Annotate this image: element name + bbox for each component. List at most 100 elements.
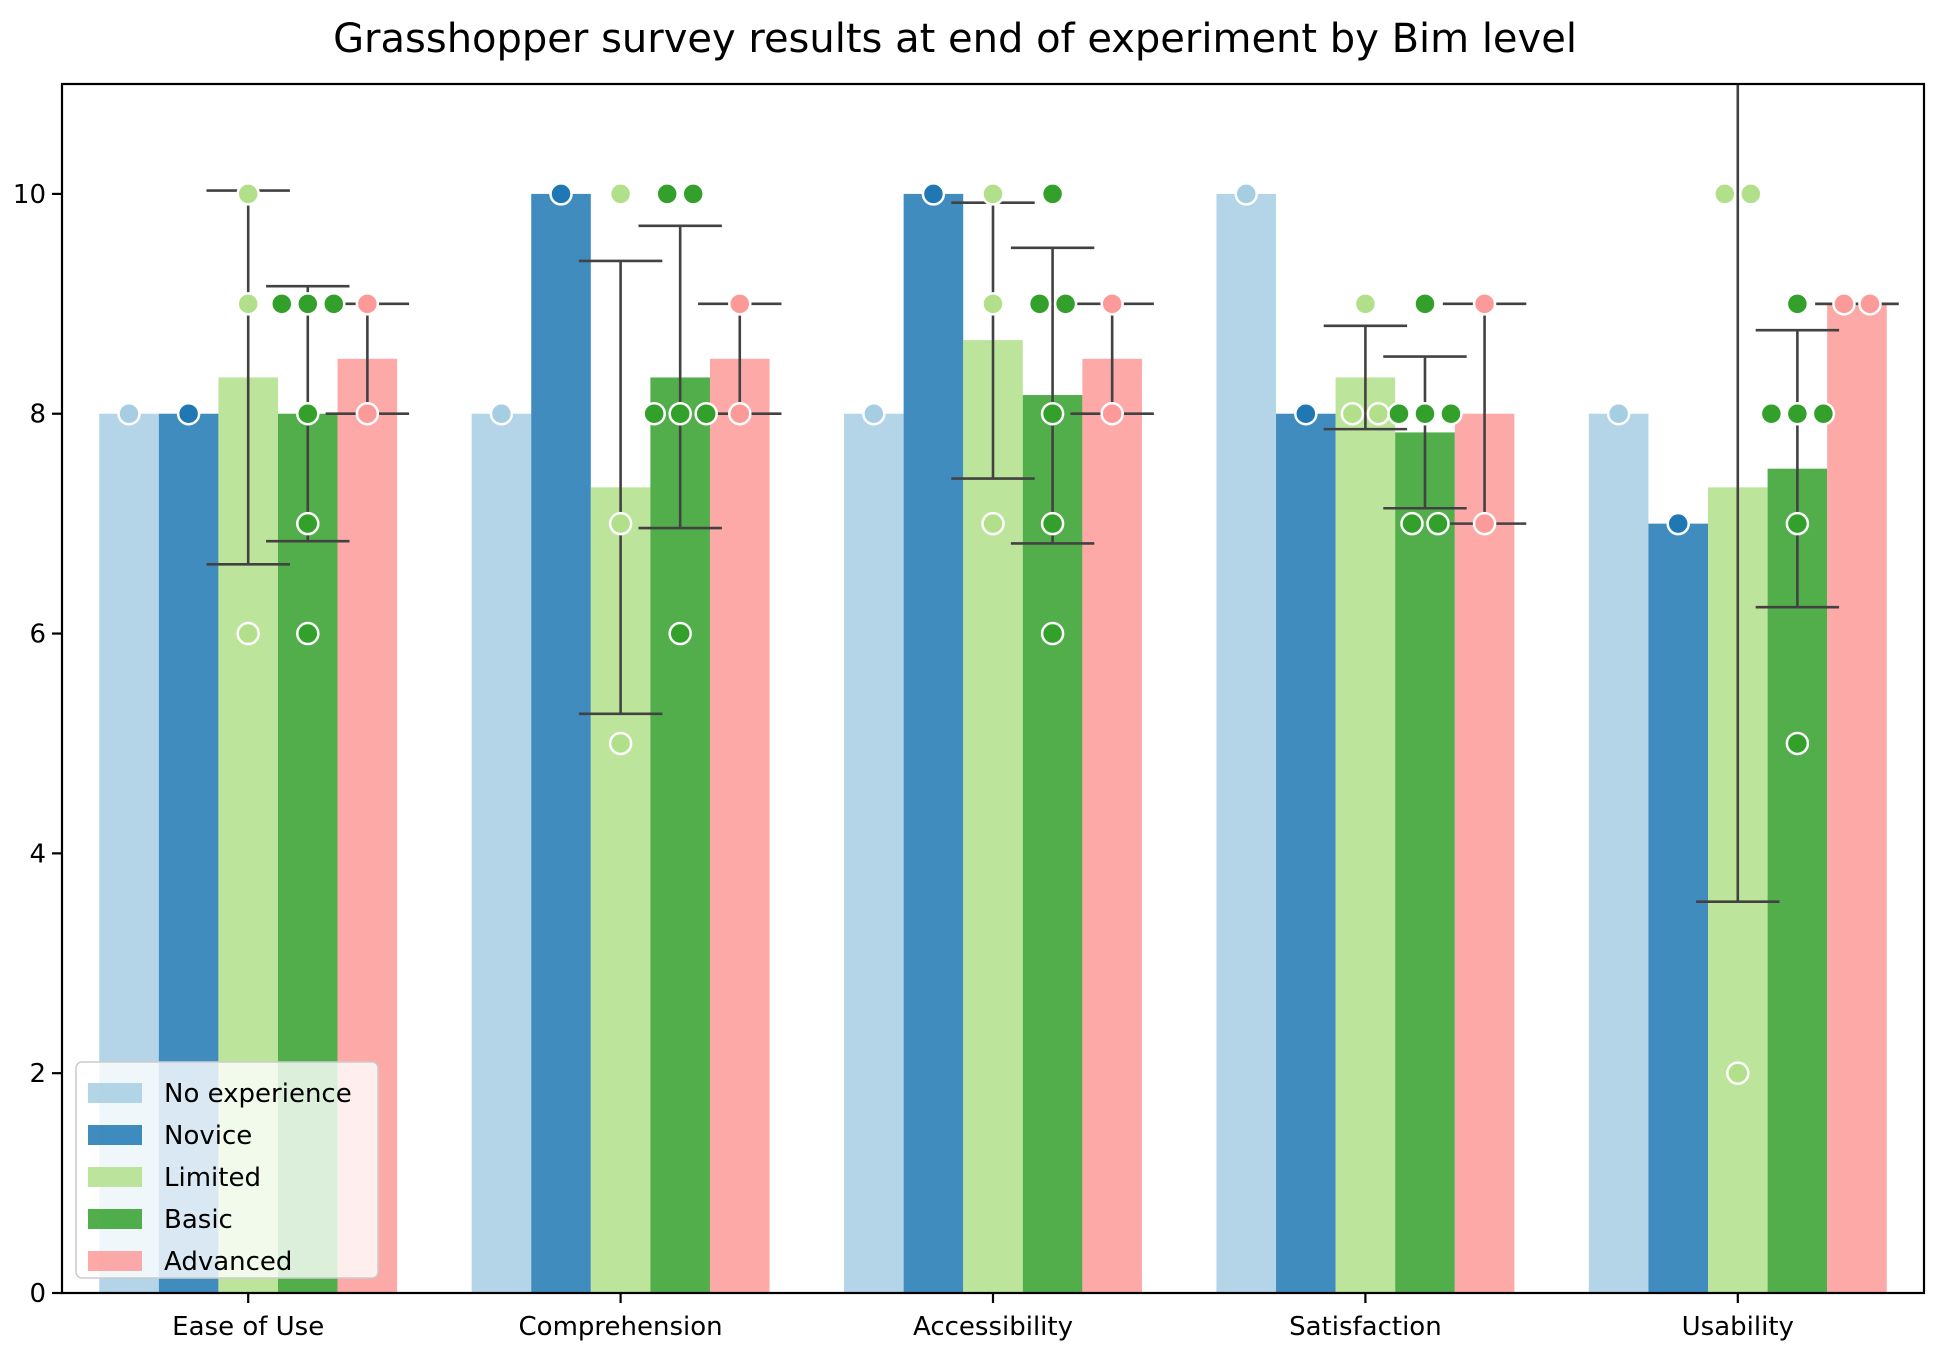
data-point <box>655 182 679 206</box>
data-point <box>1606 401 1631 426</box>
bar <box>1588 413 1649 1293</box>
data-point <box>1726 1061 1750 1085</box>
legend-swatch <box>88 1209 142 1229</box>
data-point <box>694 401 718 426</box>
data-point <box>296 621 320 646</box>
data-point <box>1040 401 1065 426</box>
data-point <box>1387 401 1411 426</box>
data-point <box>1053 292 1078 316</box>
data-point <box>296 511 320 536</box>
bar <box>1082 358 1142 1294</box>
data-point <box>1234 182 1258 206</box>
data-point <box>981 182 1005 206</box>
data-point <box>1400 511 1424 536</box>
bar <box>471 413 532 1293</box>
data-point <box>728 401 752 426</box>
bar <box>903 193 964 1294</box>
legend: No experience Novice Limited Basic Advanced <box>75 1061 379 1279</box>
data-point <box>981 511 1005 536</box>
y-tick-label: 2 <box>29 1059 46 1089</box>
data-point <box>1027 292 1052 316</box>
x-tick-label: Ease of Use <box>172 1312 324 1342</box>
data-point <box>921 182 946 206</box>
bar <box>963 340 1023 1293</box>
y-tick-label: 6 <box>29 620 46 650</box>
x-tick-label: Satisfaction <box>1289 1312 1442 1342</box>
data-point <box>1426 511 1450 536</box>
y-tick-label: 0 <box>29 1279 46 1309</box>
legend-label: Advanced <box>164 1247 292 1277</box>
data-point <box>608 511 633 536</box>
bar <box>1335 377 1396 1293</box>
data-point <box>728 292 752 316</box>
data-point <box>1666 511 1690 536</box>
data-point <box>1472 511 1497 536</box>
data-point <box>1366 401 1391 426</box>
data-point <box>1785 731 1810 756</box>
data-point <box>236 292 260 316</box>
x-tick-label: Comprehension <box>519 1312 723 1342</box>
data-point <box>862 401 886 426</box>
data-point <box>549 182 573 206</box>
data-point <box>642 401 666 426</box>
bar <box>1648 523 1709 1293</box>
data-point <box>1858 292 1882 316</box>
legend-swatch <box>88 1167 142 1187</box>
chart-title: Grasshopper survey results at end of exp… <box>333 16 1577 62</box>
bar <box>1454 413 1515 1293</box>
data-point <box>1785 511 1810 536</box>
legend-swatch <box>88 1083 142 1103</box>
data-point <box>1413 292 1437 316</box>
legend-box <box>75 1061 379 1279</box>
data-point <box>1340 401 1365 426</box>
data-point <box>296 292 320 316</box>
bar <box>1276 413 1336 1293</box>
data-point <box>1413 401 1437 426</box>
bar <box>650 377 710 1293</box>
data-point <box>296 401 320 426</box>
legend-label: Limited <box>164 1163 261 1193</box>
data-point <box>1040 511 1065 536</box>
data-point <box>981 292 1005 316</box>
y-tick-label: 10 <box>13 180 46 210</box>
y-tick-label: 4 <box>29 839 46 869</box>
data-point <box>236 182 260 206</box>
data-point <box>355 401 380 426</box>
axes: 0 2 4 6 8 10 Ease of Use Comprehension Accessibi… <box>13 82 1926 1342</box>
legend-swatch <box>88 1251 142 1271</box>
data-point <box>117 401 141 426</box>
legend-label: Basic <box>164 1205 233 1235</box>
data-point <box>1811 401 1836 426</box>
data-point <box>1472 292 1497 316</box>
bar <box>531 193 591 1294</box>
data-point <box>1759 401 1784 426</box>
data-point <box>608 731 633 756</box>
data-point <box>236 621 260 646</box>
bar <box>1827 303 1887 1293</box>
bar <box>709 358 770 1294</box>
data-point <box>1294 401 1318 426</box>
legend-label: Novice <box>164 1121 252 1151</box>
data-point <box>1439 401 1463 426</box>
data-point <box>176 401 201 426</box>
bar <box>844 413 904 1293</box>
data-point <box>355 292 380 316</box>
data-point <box>1785 401 1810 426</box>
data-point <box>1353 292 1378 316</box>
bar <box>1395 432 1455 1293</box>
data-point <box>1785 292 1810 316</box>
bar <box>1216 193 1277 1294</box>
data-point <box>1713 182 1737 206</box>
data-point <box>1040 182 1065 206</box>
data-point <box>668 621 692 646</box>
data-point <box>1040 621 1065 646</box>
data-point <box>1739 182 1763 206</box>
data-point <box>681 182 705 206</box>
data-point <box>1100 292 1124 316</box>
x-tick-label: Accessibility <box>913 1312 1073 1342</box>
data-point <box>489 401 514 426</box>
data-point <box>270 292 294 316</box>
x-tick-label: Usability <box>1682 1312 1794 1342</box>
legend-label: No experience <box>164 1079 352 1109</box>
